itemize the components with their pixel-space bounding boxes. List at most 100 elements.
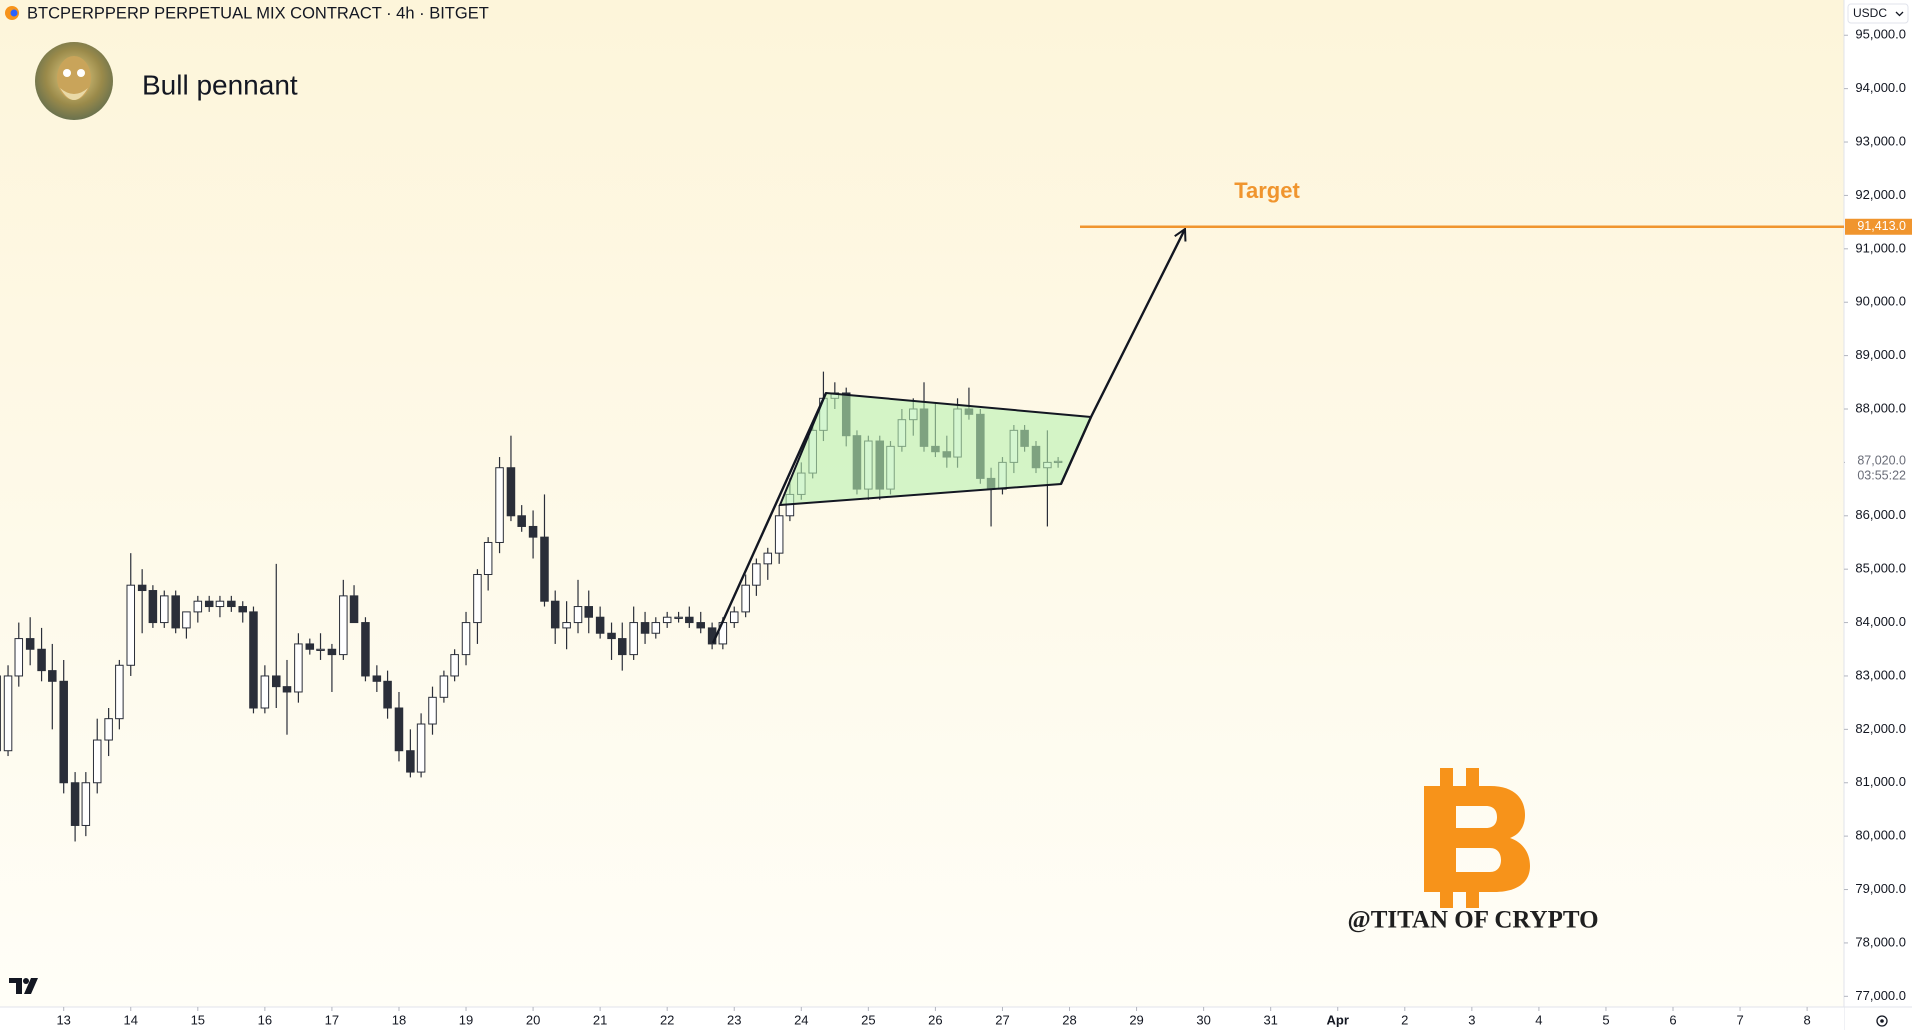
x-tick-label: 3	[1468, 1012, 1475, 1027]
y-tick-label: 77,000.0	[1855, 988, 1906, 1003]
candle-body	[339, 595, 348, 656]
candle-body	[48, 670, 57, 682]
x-tick-label: 27	[995, 1012, 1009, 1027]
target-price-badge	[1845, 218, 1912, 235]
candle-body	[406, 750, 415, 773]
x-tick-label: 18	[392, 1012, 406, 1027]
candle-body	[294, 643, 303, 693]
currency-button[interactable]	[1847, 3, 1909, 24]
x-tick-label: 24	[794, 1012, 808, 1027]
settings-icon[interactable]	[1876, 1015, 1888, 1027]
x-tick-label: 31	[1263, 1012, 1277, 1027]
candle-body	[59, 680, 68, 784]
candle-body	[160, 595, 169, 624]
candle-body	[528, 525, 538, 538]
candle-body	[3, 675, 13, 752]
candle-body	[607, 632, 616, 640]
candle-body	[126, 584, 136, 666]
y-tick-label: 83,000.0	[1855, 667, 1906, 682]
currency-caret[interactable]	[1895, 11, 1904, 17]
candle-body	[327, 648, 337, 656]
x-tick-label: 14	[124, 1012, 138, 1027]
candle-body	[774, 515, 784, 554]
y-tick-label: 80,000.0	[1855, 828, 1906, 843]
x-tick-label: 4	[1535, 1012, 1542, 1027]
x-tick-label: 22	[660, 1012, 674, 1027]
candle-body	[171, 595, 180, 629]
candle-body	[282, 686, 292, 693]
x-tick-label: 25	[861, 1012, 875, 1027]
y-tick-label: 86,000.0	[1855, 507, 1906, 522]
y-tick-label: 90,000.0	[1855, 294, 1906, 309]
candle-body	[595, 616, 605, 634]
y-tick-label: 81,000.0	[1855, 774, 1906, 789]
x-tick-label: 29	[1129, 1012, 1143, 1027]
candle-body	[361, 622, 370, 677]
tradingview-logo	[9, 978, 38, 994]
candle-body	[115, 664, 124, 720]
x-tick-label: 20	[526, 1012, 540, 1027]
candle-body	[92, 739, 102, 784]
y-tick-label: 84,000.0	[1855, 614, 1906, 629]
candle-body	[272, 675, 281, 688]
candle-body	[450, 654, 459, 677]
candle-body	[550, 600, 560, 629]
candle-body	[227, 600, 236, 608]
candle-body	[25, 638, 35, 650]
watermark: @TITAN OF CRYPTO	[1347, 907, 1598, 934]
candle-body	[763, 552, 773, 565]
x-tick-label: Apr	[1327, 1012, 1349, 1027]
countdown-label: 03:55:22	[1857, 469, 1906, 483]
x-tick-label: 19	[459, 1012, 473, 1027]
candle-body	[249, 611, 258, 709]
candle-body	[662, 616, 672, 624]
last-price-badge	[1845, 452, 1912, 483]
x-tick-label: 2	[1401, 1012, 1408, 1027]
candle-body	[473, 574, 482, 624]
y-tick-label: 85,000.0	[1855, 561, 1906, 576]
y-tick-label: 91,000.0	[1855, 240, 1906, 255]
currency-label[interactable]: USDC	[1853, 6, 1887, 20]
candle-body	[752, 563, 761, 586]
candle-body	[372, 675, 382, 682]
settings-ring[interactable]	[1876, 1015, 1888, 1027]
candle-body	[383, 680, 392, 709]
idea-title: Bull pennant	[142, 69, 298, 100]
y-tick-label: 89,000.0	[1855, 347, 1906, 362]
y-tick-label: 82,000.0	[1855, 721, 1906, 736]
y-tick-label: 79,000.0	[1855, 881, 1906, 896]
x-tick-label: 26	[928, 1012, 942, 1027]
x-tick-label: 8	[1804, 1012, 1811, 1027]
y-tick-label: 88,000.0	[1855, 400, 1906, 415]
candle-body	[70, 782, 80, 826]
candle-body	[204, 600, 214, 608]
candle-body	[495, 467, 504, 543]
candle-body	[14, 638, 24, 677]
candle-body	[729, 611, 739, 624]
candle-body	[394, 707, 404, 752]
candle-body	[741, 584, 750, 613]
candle-body	[562, 622, 571, 629]
candle-body	[540, 536, 549, 602]
candle-body	[148, 590, 158, 624]
candle-body	[316, 648, 325, 651]
x-tick-label: 7	[1736, 1012, 1743, 1027]
x-tick-label: 23	[727, 1012, 741, 1027]
x-tick-label: 30	[1196, 1012, 1210, 1027]
x-tick-label: 28	[1062, 1012, 1076, 1027]
x-tick-label: 5	[1602, 1012, 1609, 1027]
candle-body	[629, 622, 638, 656]
candle-body	[428, 696, 437, 725]
settings-dot[interactable]	[1880, 1019, 1884, 1023]
target-label: Target	[1234, 178, 1300, 203]
candle-body	[260, 675, 270, 709]
candle-body	[37, 648, 46, 672]
price-axis	[1844, 0, 1912, 1030]
candle-body	[305, 643, 315, 650]
x-tick-label: 15	[191, 1012, 205, 1027]
y-tick-label: 93,000.0	[1855, 133, 1906, 148]
x-tick-label: 6	[1669, 1012, 1676, 1027]
breakout-arrow	[1059, 229, 1185, 485]
